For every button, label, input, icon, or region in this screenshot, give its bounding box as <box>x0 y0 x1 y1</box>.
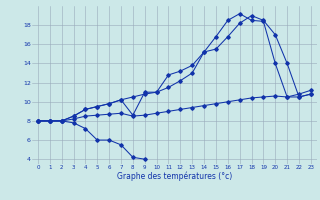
X-axis label: Graphe des températures (°c): Graphe des températures (°c) <box>117 172 232 181</box>
